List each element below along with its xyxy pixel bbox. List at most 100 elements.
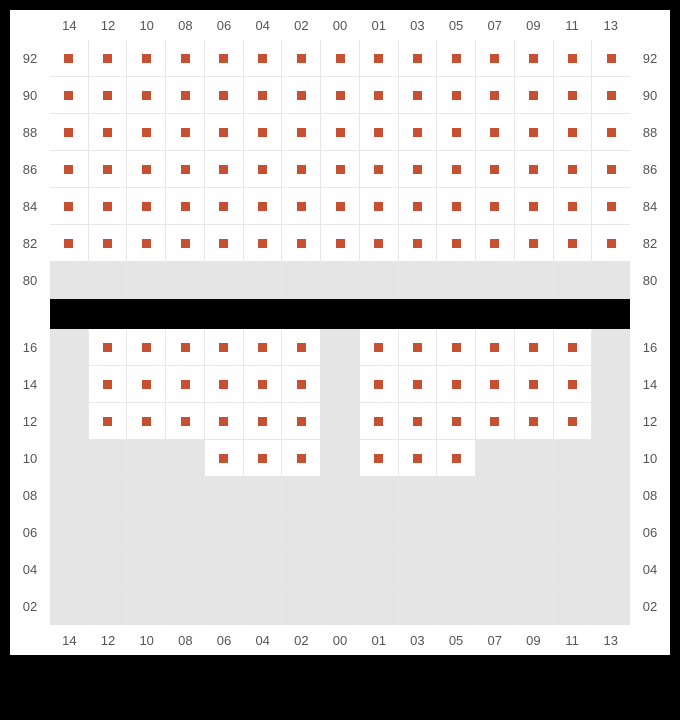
seat-cell-empty[interactable]	[205, 588, 244, 625]
seat-cell-empty[interactable]	[166, 262, 205, 299]
seat-cell-empty[interactable]	[437, 588, 476, 625]
seat-cell-occupied[interactable]	[244, 329, 283, 366]
seat-cell-occupied[interactable]	[437, 366, 476, 403]
seat-cell-occupied[interactable]	[360, 225, 399, 262]
seat-cell-empty[interactable]	[89, 514, 128, 551]
seat-cell-occupied[interactable]	[515, 151, 554, 188]
seat-cell-empty[interactable]	[244, 588, 283, 625]
seat-cell-occupied[interactable]	[89, 329, 128, 366]
seat-cell-empty[interactable]	[321, 262, 360, 299]
seat-cell-occupied[interactable]	[515, 366, 554, 403]
seat-cell-occupied[interactable]	[205, 40, 244, 77]
seat-cell-occupied[interactable]	[554, 366, 593, 403]
seat-cell-empty[interactable]	[89, 440, 128, 477]
seat-cell-occupied[interactable]	[282, 440, 321, 477]
seat-cell-occupied[interactable]	[127, 114, 166, 151]
seat-cell-occupied[interactable]	[244, 77, 283, 114]
seat-cell-occupied[interactable]	[127, 403, 166, 440]
seat-cell-occupied[interactable]	[205, 366, 244, 403]
seat-cell-empty[interactable]	[50, 262, 89, 299]
seat-cell-occupied[interactable]	[282, 77, 321, 114]
seat-cell-occupied[interactable]	[360, 77, 399, 114]
seat-cell-occupied[interactable]	[554, 151, 593, 188]
seat-cell-empty[interactable]	[321, 329, 360, 366]
seat-cell-empty[interactable]	[50, 514, 89, 551]
seat-cell-occupied[interactable]	[592, 77, 630, 114]
seat-cell-occupied[interactable]	[592, 114, 630, 151]
seat-cell-occupied[interactable]	[166, 225, 205, 262]
seat-cell-empty[interactable]	[205, 262, 244, 299]
seat-cell-empty[interactable]	[282, 588, 321, 625]
seat-cell-occupied[interactable]	[205, 151, 244, 188]
seat-cell-empty[interactable]	[399, 262, 438, 299]
seat-cell-empty[interactable]	[166, 514, 205, 551]
seat-cell-empty[interactable]	[166, 551, 205, 588]
seat-cell-occupied[interactable]	[399, 440, 438, 477]
seat-cell-occupied[interactable]	[282, 329, 321, 366]
seat-cell-empty[interactable]	[476, 440, 515, 477]
seat-cell-occupied[interactable]	[476, 114, 515, 151]
seat-cell-empty[interactable]	[476, 588, 515, 625]
seat-cell-occupied[interactable]	[166, 40, 205, 77]
seat-cell-occupied[interactable]	[592, 188, 630, 225]
seat-cell-occupied[interactable]	[476, 77, 515, 114]
seat-cell-empty[interactable]	[437, 262, 476, 299]
seat-cell-empty[interactable]	[360, 514, 399, 551]
seat-cell-occupied[interactable]	[360, 151, 399, 188]
seat-cell-empty[interactable]	[282, 262, 321, 299]
seat-cell-occupied[interactable]	[592, 225, 630, 262]
seat-cell-occupied[interactable]	[360, 366, 399, 403]
seat-cell-empty[interactable]	[205, 514, 244, 551]
seat-cell-empty[interactable]	[321, 514, 360, 551]
seat-cell-occupied[interactable]	[127, 366, 166, 403]
seat-cell-occupied[interactable]	[476, 329, 515, 366]
seat-cell-occupied[interactable]	[89, 188, 128, 225]
seat-cell-occupied[interactable]	[282, 225, 321, 262]
seat-cell-occupied[interactable]	[244, 40, 283, 77]
seat-cell-empty[interactable]	[592, 366, 630, 403]
seat-cell-occupied[interactable]	[515, 225, 554, 262]
seat-cell-occupied[interactable]	[515, 77, 554, 114]
seat-cell-occupied[interactable]	[554, 403, 593, 440]
seat-cell-empty[interactable]	[592, 262, 630, 299]
seat-cell-occupied[interactable]	[166, 403, 205, 440]
seat-cell-empty[interactable]	[476, 551, 515, 588]
seat-cell-empty[interactable]	[50, 477, 89, 514]
seat-cell-occupied[interactable]	[399, 188, 438, 225]
seat-cell-empty[interactable]	[592, 477, 630, 514]
seat-cell-occupied[interactable]	[205, 114, 244, 151]
seat-cell-occupied[interactable]	[554, 225, 593, 262]
seat-cell-occupied[interactable]	[437, 151, 476, 188]
seat-cell-occupied[interactable]	[205, 329, 244, 366]
seat-cell-occupied[interactable]	[127, 77, 166, 114]
seat-cell-empty[interactable]	[321, 366, 360, 403]
seat-cell-occupied[interactable]	[50, 114, 89, 151]
seat-cell-occupied[interactable]	[554, 329, 593, 366]
seat-cell-occupied[interactable]	[282, 114, 321, 151]
seat-cell-empty[interactable]	[515, 477, 554, 514]
seat-cell-occupied[interactable]	[321, 151, 360, 188]
seat-cell-occupied[interactable]	[399, 114, 438, 151]
seat-cell-empty[interactable]	[50, 403, 89, 440]
seat-cell-occupied[interactable]	[244, 151, 283, 188]
seat-cell-occupied[interactable]	[399, 40, 438, 77]
seat-cell-occupied[interactable]	[127, 225, 166, 262]
seat-cell-empty[interactable]	[399, 477, 438, 514]
seat-cell-empty[interactable]	[127, 440, 166, 477]
seat-cell-empty[interactable]	[476, 514, 515, 551]
seat-cell-empty[interactable]	[515, 514, 554, 551]
seat-cell-empty[interactable]	[321, 588, 360, 625]
seat-cell-occupied[interactable]	[321, 114, 360, 151]
seat-cell-empty[interactable]	[244, 262, 283, 299]
seat-cell-occupied[interactable]	[89, 225, 128, 262]
seat-cell-occupied[interactable]	[282, 188, 321, 225]
seat-cell-empty[interactable]	[592, 403, 630, 440]
seat-cell-occupied[interactable]	[282, 40, 321, 77]
seat-cell-empty[interactable]	[399, 551, 438, 588]
seat-cell-occupied[interactable]	[515, 329, 554, 366]
seat-cell-empty[interactable]	[50, 440, 89, 477]
seat-cell-occupied[interactable]	[437, 440, 476, 477]
seat-cell-empty[interactable]	[554, 588, 593, 625]
seat-cell-occupied[interactable]	[399, 225, 438, 262]
seat-cell-occupied[interactable]	[244, 403, 283, 440]
